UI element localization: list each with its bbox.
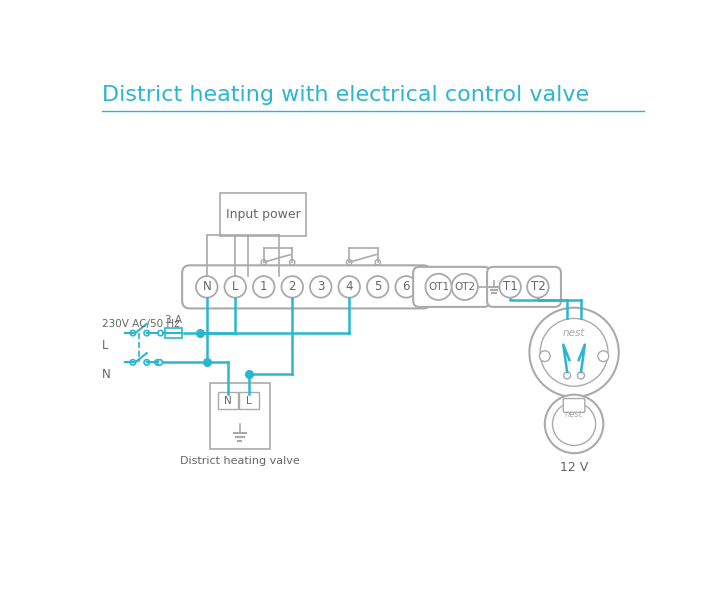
Circle shape xyxy=(539,351,550,362)
FancyBboxPatch shape xyxy=(165,328,182,338)
Text: Input power: Input power xyxy=(226,208,301,221)
Circle shape xyxy=(130,359,135,365)
FancyBboxPatch shape xyxy=(210,383,270,449)
Text: nest: nest xyxy=(565,410,583,419)
Text: OT1: OT1 xyxy=(428,282,449,292)
FancyBboxPatch shape xyxy=(182,266,431,308)
FancyBboxPatch shape xyxy=(218,393,237,409)
Text: 4: 4 xyxy=(346,280,353,293)
Circle shape xyxy=(545,394,604,453)
Circle shape xyxy=(395,276,417,298)
Text: 230V AC/50 Hz: 230V AC/50 Hz xyxy=(102,319,180,329)
FancyBboxPatch shape xyxy=(414,267,490,307)
Text: 5: 5 xyxy=(374,280,381,293)
Text: L: L xyxy=(232,280,239,293)
Text: N: N xyxy=(102,368,111,381)
Text: T1: T1 xyxy=(503,280,518,293)
Text: District heating valve: District heating valve xyxy=(180,456,300,466)
Circle shape xyxy=(553,402,596,446)
Circle shape xyxy=(367,276,389,298)
Circle shape xyxy=(158,330,163,336)
Circle shape xyxy=(261,260,266,265)
Text: 3 A: 3 A xyxy=(165,315,182,326)
Text: 1: 1 xyxy=(260,280,267,293)
Circle shape xyxy=(598,351,609,362)
Circle shape xyxy=(282,276,303,298)
Text: L: L xyxy=(246,396,252,406)
Circle shape xyxy=(196,276,218,298)
Circle shape xyxy=(144,330,149,336)
Circle shape xyxy=(224,276,246,298)
FancyBboxPatch shape xyxy=(220,193,306,236)
Text: 2: 2 xyxy=(288,280,296,293)
Circle shape xyxy=(563,372,571,379)
Circle shape xyxy=(499,276,521,298)
Text: L: L xyxy=(102,339,108,352)
Circle shape xyxy=(540,318,608,386)
Circle shape xyxy=(451,274,478,300)
Circle shape xyxy=(310,276,331,298)
Text: 3: 3 xyxy=(317,280,325,293)
Text: 6: 6 xyxy=(403,280,410,293)
Circle shape xyxy=(155,359,160,365)
Circle shape xyxy=(375,260,381,265)
Text: N: N xyxy=(223,396,232,406)
Circle shape xyxy=(577,372,585,379)
Circle shape xyxy=(527,276,549,298)
Text: OT2: OT2 xyxy=(454,282,475,292)
Circle shape xyxy=(529,308,619,397)
Circle shape xyxy=(130,330,135,336)
FancyBboxPatch shape xyxy=(239,393,259,409)
Circle shape xyxy=(339,276,360,298)
Circle shape xyxy=(290,260,295,265)
Text: N: N xyxy=(202,280,211,293)
FancyBboxPatch shape xyxy=(487,267,561,307)
Text: 12 V: 12 V xyxy=(560,461,588,474)
FancyBboxPatch shape xyxy=(563,399,585,412)
Circle shape xyxy=(425,274,451,300)
Circle shape xyxy=(253,276,274,298)
Text: nest: nest xyxy=(563,328,585,338)
Text: T2: T2 xyxy=(531,280,545,293)
Circle shape xyxy=(347,260,352,265)
Circle shape xyxy=(144,359,149,365)
Circle shape xyxy=(157,359,162,365)
Text: District heating with electrical control valve: District heating with electrical control… xyxy=(102,85,589,105)
